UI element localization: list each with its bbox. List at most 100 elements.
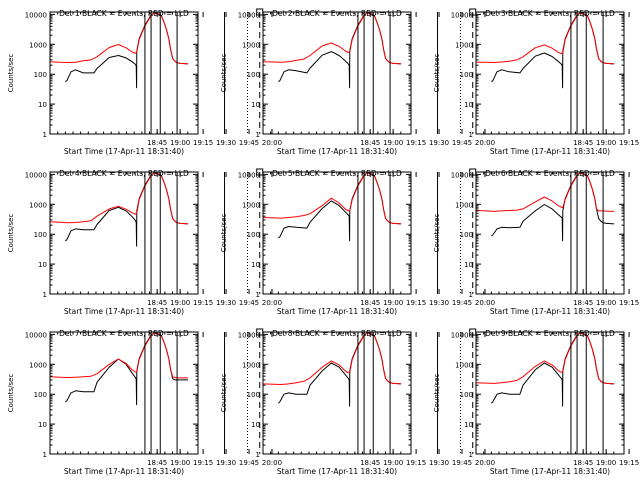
x-tick-label: 19:45 [239, 299, 259, 307]
panel-title: Det 4 BLACK = Events, RED = LLD [59, 169, 189, 178]
lld-series-line [50, 332, 189, 379]
panel-title: Det 5 BLACK = Events, RED = LLD [272, 169, 402, 178]
y-tick-label: 1000 [242, 361, 260, 369]
series-group [476, 332, 615, 407]
y-tick-label: 1000 [242, 201, 260, 209]
detector-panel-9: 11010010001000018:4519:0019:1519:3019:45… [433, 329, 639, 476]
y-tick-label: 1 [256, 131, 260, 139]
x-tick-label: 19:45 [239, 459, 259, 467]
series-group [50, 12, 189, 89]
events-series-line [491, 12, 615, 89]
detector-panel-6: 11010010001000018:4519:0019:1519:3019:45… [433, 169, 639, 316]
y-tick-label: 10000 [451, 11, 473, 19]
lld-series-line [263, 172, 402, 225]
x-tick-label: 18:45 [360, 139, 380, 147]
x-tick-label: 20:00 [262, 299, 282, 307]
x-tick-label: 19:15 [619, 299, 639, 307]
x-axis-label: Start Time (17-Apr-11 18:31:40) [64, 147, 184, 156]
x-tick-label: 19:15 [619, 459, 639, 467]
panel-title: Det 7 BLACK = Events, RED = LLD [59, 329, 189, 338]
y-tick-label: 1 [469, 131, 473, 139]
lld-series-line [263, 332, 402, 385]
y-axis-label: Counts/sec [220, 374, 228, 413]
x-tick-label: 19:30 [216, 299, 236, 307]
y-tick-label: 1 [469, 451, 473, 459]
y-tick-label: 1000 [242, 41, 260, 49]
x-tick-label: 20:00 [475, 139, 495, 147]
lld-series-line [263, 12, 402, 65]
y-tick-label: 100 [34, 391, 47, 399]
y-tick-label: 10000 [25, 11, 47, 19]
series-group [263, 332, 402, 407]
x-tick-label: 19:30 [216, 459, 236, 467]
y-tick-label: 10000 [238, 171, 260, 179]
x-tick-label: 19:15 [619, 139, 639, 147]
x-tick-label: 20:00 [262, 459, 282, 467]
x-tick-label: 18:45 [147, 139, 167, 147]
plot-frame [475, 171, 625, 295]
detector-panel-7: 1 10 100 1000 10000 18:45 19:00 19:15 19:30 19:45… [7, 328, 282, 476]
y-axis-label: Counts/sec [433, 374, 441, 413]
y-axis-label: Counts/sec [7, 54, 15, 93]
x-tick-label: 19:00 [170, 459, 190, 467]
y-tick-label: 1000 [29, 361, 47, 369]
y-axis-label: Counts/sec [433, 54, 441, 93]
y-tick-label: 100 [247, 391, 260, 399]
y-tick-label: 1000 [29, 41, 47, 49]
x-tick-label: 19:15 [193, 459, 213, 467]
y-tick-label: 1000 [455, 201, 473, 209]
y-tick-label: 10000 [25, 171, 47, 179]
x-axis-label: Start Time (17-Apr-11 18:31:40) [64, 467, 184, 476]
x-tick-label: 19:30 [216, 139, 236, 147]
y-tick-label: 1000 [455, 41, 473, 49]
x-tick-label: 19:30 [429, 139, 449, 147]
x-tick-label: 19:15 [193, 139, 213, 147]
y-tick-label: 1 [469, 291, 473, 299]
x-tick-label: 18:45 [147, 299, 167, 307]
x-tick-label: 18:45 [573, 299, 593, 307]
y-tick-label: 10 [251, 101, 260, 109]
detector-panel-1: 1 10 100 1000 10000 18:45 19:00 19:15 19:30 19:45… [7, 8, 282, 156]
x-tick-label: 19:45 [452, 139, 472, 147]
x-axis-label: Start Time (17-Apr-11 18:31:40) [64, 307, 184, 316]
y-axis-label: Counts/sec [7, 214, 15, 253]
plot-frame [49, 331, 199, 455]
events-series-line [65, 332, 189, 406]
lld-series-line [476, 172, 615, 212]
x-tick-label: 19:45 [452, 299, 472, 307]
plot-frame [475, 331, 625, 455]
plot-frame [49, 11, 199, 135]
y-tick-label: 10 [38, 101, 47, 109]
panel-title: Det 8 BLACK = Events, RED = LLD [272, 329, 402, 338]
lld-series-line [50, 12, 189, 65]
x-axis-label: Start Time (17-Apr-11 18:31:40) [277, 467, 397, 476]
plot-frame [262, 11, 412, 135]
y-tick-label: 10000 [451, 331, 473, 339]
series-group [476, 172, 615, 242]
x-tick-label: 19:00 [596, 459, 616, 467]
x-tick-label: 19:30 [429, 299, 449, 307]
lld-series-line [476, 332, 615, 385]
events-series-line [278, 12, 402, 89]
series-group [476, 12, 615, 89]
series-group [263, 172, 402, 242]
panel-title: Det 3 BLACK = Events, RED = LLD [485, 9, 615, 18]
panel-title: Det 6 BLACK = Events, RED = LLD [485, 169, 615, 178]
lld-series-line [476, 12, 615, 65]
series-group [263, 12, 402, 89]
y-tick-label: 1 [256, 291, 260, 299]
x-tick-label: 18:45 [360, 459, 380, 467]
x-tick-label: 19:30 [429, 459, 449, 467]
y-tick-label: 10000 [238, 331, 260, 339]
detector-panel-4: 1 10 100 1000 10000 18:45 19:00 19:15 19:30 19:45… [7, 168, 282, 316]
y-tick-label: 1 [43, 131, 47, 139]
y-tick-label: 100 [460, 391, 473, 399]
x-tick-label: 18:45 [573, 459, 593, 467]
y-tick-label: 1 [43, 451, 47, 459]
x-tick-label: 18:45 [573, 139, 593, 147]
x-tick-label: 19:45 [239, 139, 259, 147]
y-tick-label: 100 [247, 231, 260, 239]
